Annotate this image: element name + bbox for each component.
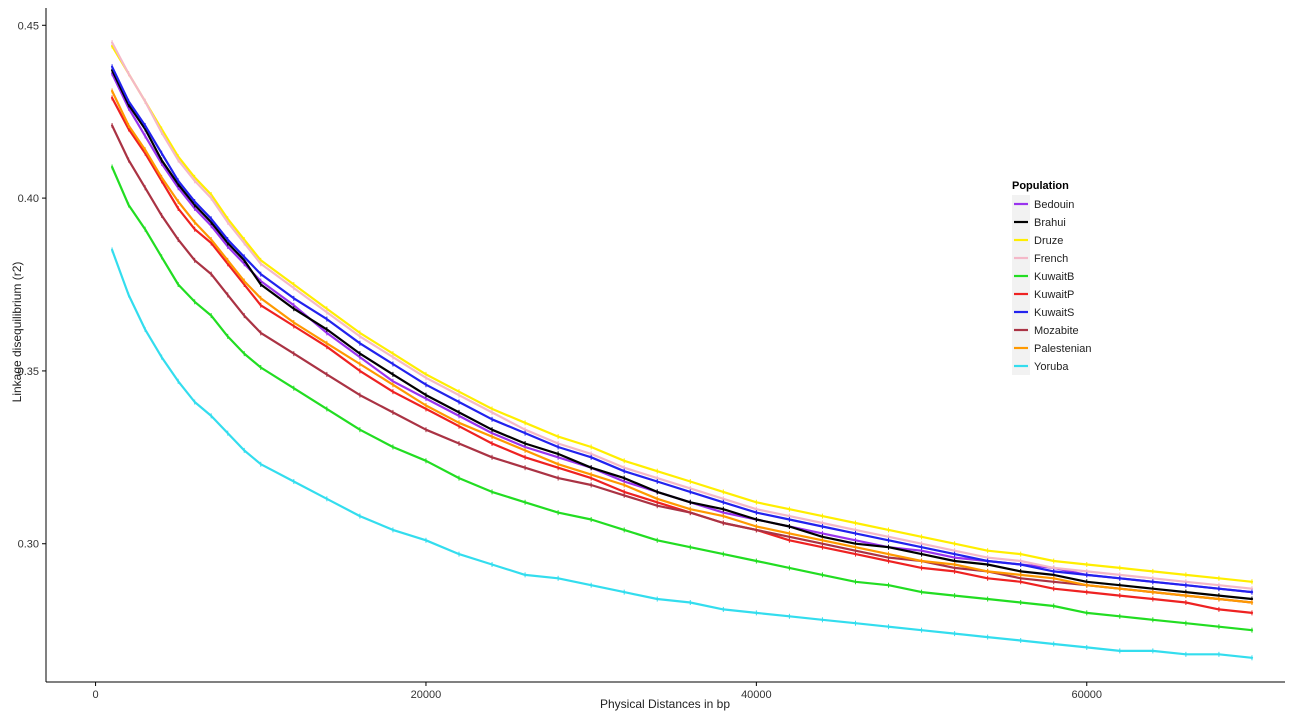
series-line-druze xyxy=(110,44,1254,583)
legend-label-druze: Druze xyxy=(1034,235,1063,247)
x-tick-label: 20000 xyxy=(411,689,442,701)
y-tick-label: 0.45 xyxy=(18,20,39,32)
series-line-bedouin xyxy=(110,72,1254,594)
legend-label-kuwaitp: KuwaitP xyxy=(1034,289,1074,301)
series-kuwaitb xyxy=(110,164,1254,633)
x-tick-label: 60000 xyxy=(1071,689,1102,701)
axes: 0 20000 40000 60000 0.30 0.35 0.40 0.45 xyxy=(18,8,1285,701)
series-line-brahui xyxy=(110,69,1254,601)
legend-title: Population xyxy=(1012,180,1069,192)
series-line-kuwaits xyxy=(110,65,1254,594)
legend-label-brahui: Brahui xyxy=(1034,217,1066,229)
legend-label-yoruba: Yoruba xyxy=(1034,361,1069,373)
y-tick-label: 0.35 xyxy=(18,366,39,378)
legend-label-palestenian: Palestenian xyxy=(1034,343,1092,355)
legend: Population Bedouin Brahui Druze French Kuwait… xyxy=(1012,180,1092,375)
x-tick-label: 40000 xyxy=(741,689,772,701)
x-tick-label: 0 xyxy=(92,689,98,701)
legend-label-bedouin: Bedouin xyxy=(1034,199,1074,211)
series-line-kuwaitb xyxy=(110,165,1254,632)
series-bedouin xyxy=(110,71,1254,595)
y-axis-title: Linkage disequilibrium (r2) xyxy=(10,262,24,403)
y-tick-label: 0.30 xyxy=(18,539,39,551)
series-yoruba xyxy=(110,247,1254,661)
series-kuwaitp xyxy=(110,95,1254,616)
legend-label-kuwaits: KuwaitS xyxy=(1034,307,1074,319)
series-line-french xyxy=(110,41,1254,590)
x-axis-title: Physical Distances in bp xyxy=(600,697,730,711)
legend-label-mozabite: Mozabite xyxy=(1034,325,1079,337)
series-line-palestenian xyxy=(110,89,1254,604)
y-tick-label: 0.40 xyxy=(18,193,39,205)
series-druze xyxy=(110,43,1254,585)
series-line-kuwaitp xyxy=(110,96,1254,615)
series-mozabite xyxy=(110,123,1254,606)
series-brahui xyxy=(110,67,1254,602)
legend-label-french: French xyxy=(1034,253,1068,265)
legend-label-kuwaitb: KuwaitB xyxy=(1034,271,1074,283)
series-lines xyxy=(110,40,1254,661)
series-line-mozabite xyxy=(110,124,1254,604)
series-palestenian xyxy=(110,88,1254,606)
series-line-yoruba xyxy=(110,248,1254,659)
series-kuwaits xyxy=(110,64,1254,595)
